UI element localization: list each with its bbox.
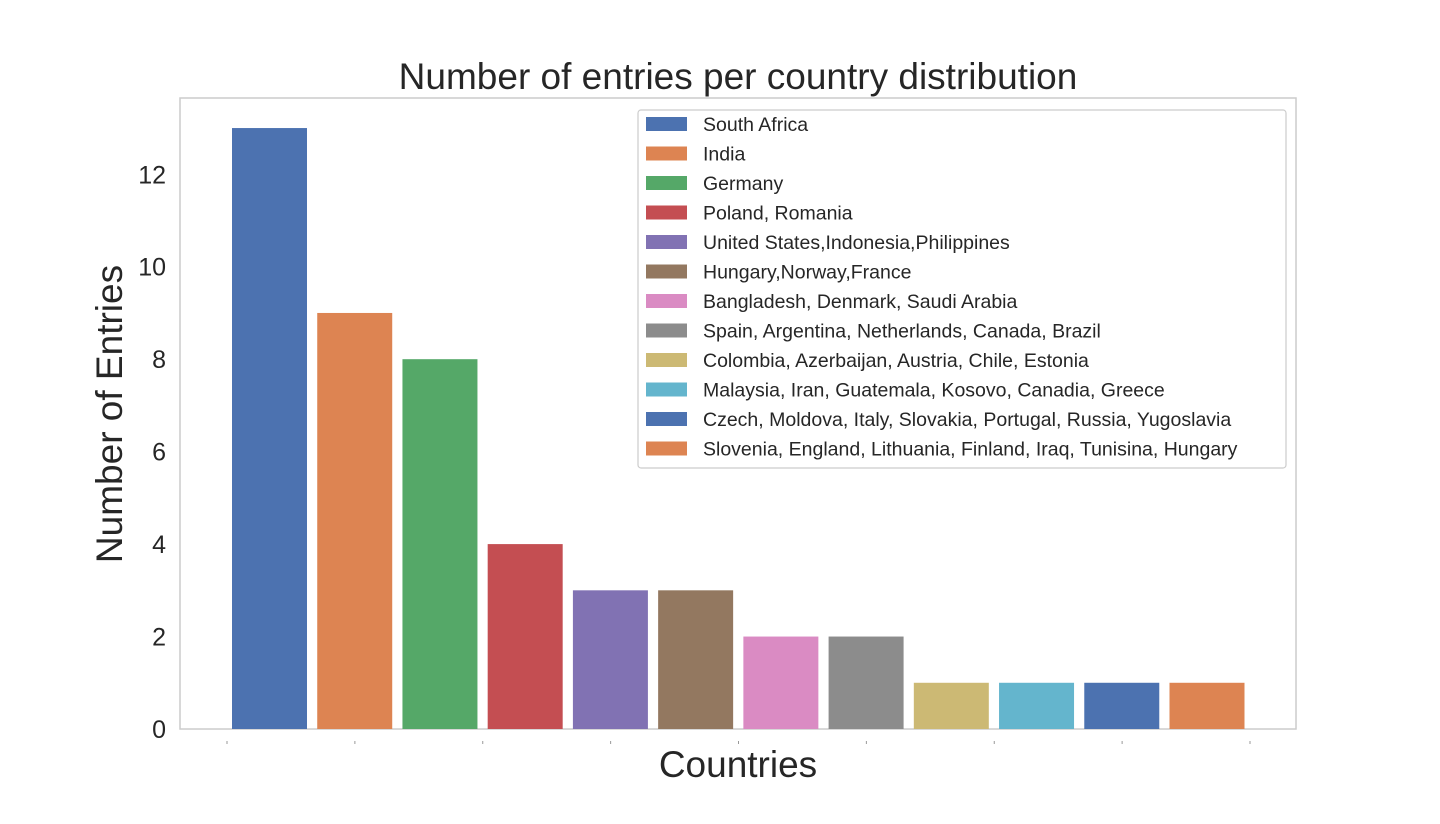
legend-swatch: [646, 146, 687, 161]
y-tick-label: 12: [138, 161, 166, 189]
bar: [913, 682, 989, 729]
bar: [402, 359, 478, 729]
legend-label: Malaysia, Iran, Guatemala, Kosovo, Canad…: [703, 380, 1165, 402]
legend-swatch: [646, 205, 687, 220]
legend-label: India: [703, 144, 745, 166]
legend-swatch: [646, 412, 687, 426]
bar: [317, 312, 393, 729]
chart-title: Number of entries per country distributi…: [399, 56, 1078, 97]
legend-label: Spain, Argentina, Netherlands, Canada, B…: [703, 321, 1101, 343]
bar: [487, 544, 563, 729]
legend-swatch: [646, 294, 687, 308]
legend-label: Poland, Romania: [703, 203, 853, 225]
legend-label: Hungary,Norway,France: [703, 262, 911, 284]
legend-swatch: [646, 235, 687, 249]
legend-label: Bangladesh, Denmark, Saudi Arabia: [703, 291, 1018, 313]
legend-label: Colombia, Azerbaijan, Austria, Chile, Es…: [703, 350, 1089, 372]
x-axis-ticks: [226, 741, 1251, 744]
bar: [828, 636, 904, 729]
bar: [743, 636, 819, 729]
bar: [232, 128, 307, 730]
legend-label: Czech, Moldova, Italy, Slovakia, Portuga…: [703, 409, 1231, 431]
bar: [1084, 682, 1160, 729]
legend-frame: [637, 109, 1287, 469]
legend-swatch: [646, 264, 687, 279]
y-tick-label: 10: [138, 254, 166, 282]
legend-swatch: [646, 323, 687, 338]
y-tick-label: 6: [152, 439, 166, 467]
legend-label: Germany: [703, 173, 783, 195]
legend-swatch: [646, 176, 687, 190]
bar: [999, 682, 1075, 729]
legend-label: United States,Indonesia,Philippines: [703, 232, 1010, 254]
bar: [1169, 682, 1245, 729]
legend-label: Slovenia, England, Lithuania, Finland, I…: [703, 439, 1238, 461]
legend-swatch: [646, 117, 687, 131]
legend: South Africa India Germany Poland, Romania U…: [637, 109, 1287, 469]
x-axis-label: Countries: [659, 744, 817, 785]
y-tick-label: 8: [152, 346, 166, 374]
y-tick-label: 4: [152, 531, 166, 559]
legend-swatch: [646, 353, 687, 367]
y-tick-label: 0: [152, 716, 166, 744]
legend-swatch: [646, 382, 687, 397]
bar: [572, 590, 648, 729]
y-tick-label: 2: [152, 624, 166, 652]
y-axis-ticks: 0 2 4 6 8 10 12: [138, 161, 166, 744]
legend-swatch: [646, 441, 687, 456]
bar: [658, 590, 734, 729]
legend-label: South Africa: [703, 114, 808, 136]
y-axis-label: Number of Entries: [89, 265, 130, 563]
bars-group: [232, 128, 1245, 730]
